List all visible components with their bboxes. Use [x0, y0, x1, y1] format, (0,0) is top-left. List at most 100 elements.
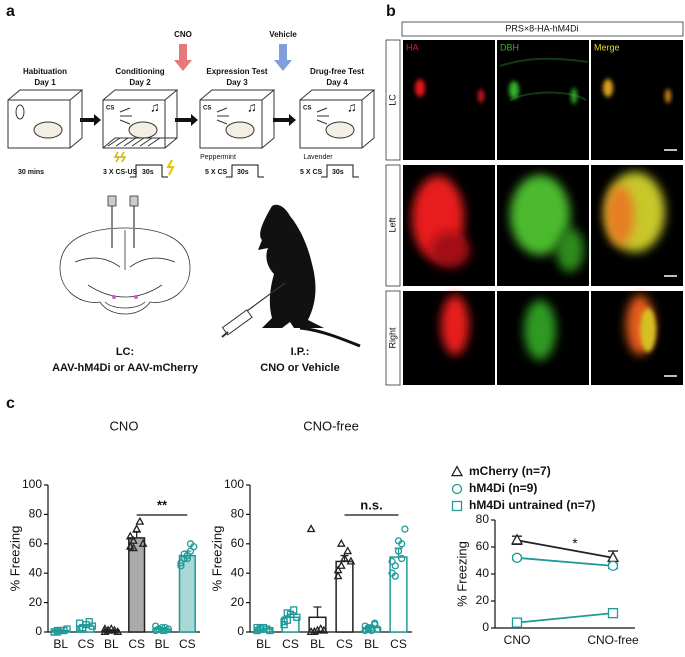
duration: 30s: [237, 169, 249, 176]
cages: [7, 89, 376, 149]
marker: [88, 622, 97, 630]
rect-shape: [107, 195, 117, 207]
marker: [333, 571, 343, 580]
x-tick-label: CS: [336, 637, 353, 651]
marker: [306, 524, 316, 533]
marker: [336, 560, 346, 569]
ellipse-shape: [603, 79, 613, 97]
marker: [266, 626, 274, 635]
series-line: [516, 539, 614, 559]
injection-labels: LC: AAV-hM4Di or AAV-mCherry I.P.: CNO o…: [52, 346, 340, 374]
injection-site: I.P.:: [291, 346, 310, 358]
path-shape: [102, 137, 177, 149]
rect-shape: [129, 195, 139, 207]
marker: [125, 531, 135, 540]
marker: [103, 625, 113, 634]
marker: [63, 625, 71, 633]
marker: [177, 559, 185, 567]
marker: [309, 627, 319, 636]
stage-day: Day 1: [34, 78, 56, 87]
y-tick-label: 20: [29, 595, 43, 609]
marker: [607, 560, 619, 572]
stage-name: Drug-free Test: [310, 67, 364, 76]
note-icon: ♫: [247, 99, 257, 114]
marker: [113, 627, 123, 636]
chart-title: CNO: [110, 418, 139, 433]
ellipse-shape: [15, 104, 25, 120]
stage-day: Day 4: [326, 78, 348, 87]
series-line: [516, 556, 614, 567]
protocol: 3 X CS-US: [103, 169, 138, 176]
header: PRS×8-HA-hM4Di: [505, 23, 578, 33]
legend-label: hM4Di untrained (n=7): [469, 498, 595, 512]
marker: [511, 617, 523, 628]
cs-labels: CS CS CS: [106, 106, 311, 112]
notes: ♫ ♫ ♫: [150, 99, 357, 114]
stage-day: Day 3: [226, 78, 248, 87]
injection-detail: AAV-hM4Di or AAV-mCherry: [52, 362, 199, 374]
marker: [388, 557, 396, 566]
cs-step: [321, 164, 359, 178]
note-icon: ♫: [150, 99, 160, 114]
ellipse-shape: [571, 88, 577, 104]
ellipse-shape: [556, 228, 584, 272]
y-tick-label: 100: [22, 477, 42, 491]
panel-a: a Habituation Day 1 Conditioning Day 2 E…: [6, 3, 376, 374]
path-shape: [7, 89, 84, 149]
stage-name: Expression Test: [206, 67, 268, 76]
cs-label: CS: [203, 106, 211, 112]
cage: [299, 89, 376, 149]
ellipse-shape: [510, 175, 570, 255]
ellipse-shape: [606, 185, 634, 245]
marker: [391, 572, 399, 580]
panel-label: a: [6, 3, 15, 20]
ellipse-shape: [325, 121, 355, 139]
legend-label: mCherry (n=7): [469, 464, 551, 478]
marker: [186, 540, 195, 548]
marker: [283, 609, 291, 617]
rat-silhouette: [258, 204, 324, 328]
error-bar: [313, 606, 322, 618]
y-tick-label: 0: [482, 620, 489, 634]
marker: [451, 483, 463, 495]
marker: [333, 565, 343, 574]
circle-shape: [112, 295, 116, 299]
cs-step: [226, 164, 264, 178]
cs-step: [130, 164, 168, 178]
stage-day: Day 2: [129, 78, 151, 87]
panel-label: b: [386, 3, 396, 20]
x-tick-label: CS: [390, 637, 407, 651]
syringe: [221, 282, 286, 338]
header-box: [401, 21, 684, 37]
x-tick-label: CS: [78, 637, 95, 651]
marker: [177, 562, 185, 570]
rect-shape: [199, 99, 263, 149]
marker: [79, 625, 87, 633]
ellipse-shape: [509, 81, 519, 99]
legend-label: hM4Di (n=9): [469, 481, 537, 495]
row-labels: LC Left Right: [387, 94, 397, 349]
path-shape: [199, 89, 276, 149]
marker: [401, 525, 409, 533]
marker: [346, 556, 356, 565]
y-axis-label: % Freezing: [209, 526, 224, 592]
flow-arrow: [273, 114, 296, 126]
column-label: DBH: [500, 42, 519, 52]
cage: [102, 89, 179, 149]
rat-tail: [299, 326, 361, 348]
ellipse-shape: [665, 89, 671, 103]
marker: [336, 538, 346, 547]
chart-title: CNO-free: [303, 418, 359, 433]
bar: [128, 537, 146, 633]
odor-label: Peppermint: [200, 154, 236, 161]
odor-label: Lavender: [303, 154, 333, 161]
path-shape: [111, 200, 135, 248]
rect-shape: [7, 99, 71, 149]
column-labels: HA DBH Merge: [406, 42, 620, 52]
rect-shape: [221, 309, 253, 336]
row-label: Right: [387, 327, 397, 349]
injection-detail: CNO or Vehicle: [260, 362, 339, 374]
ellipse-shape: [478, 89, 484, 103]
